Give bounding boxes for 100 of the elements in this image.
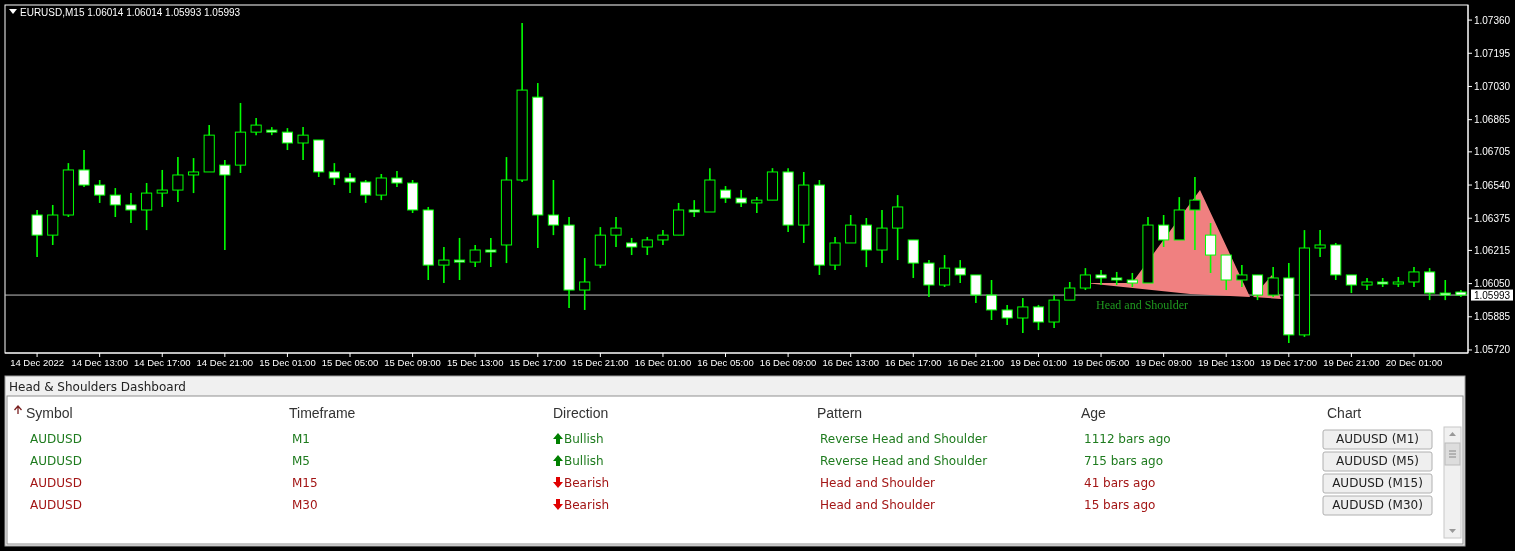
annotation: Head and Shoulder — [1096, 298, 1188, 312]
candlestick — [1079, 267, 1091, 291]
text: Head and Shoulder — [820, 476, 936, 490]
y-tick-label: 1.06705 — [1473, 146, 1511, 158]
candlestick — [939, 254, 951, 288]
x-tick-label: 16 Dec 21:00 — [947, 357, 1005, 369]
x-tick-label: 16 Dec 09:00 — [759, 357, 817, 369]
candlestick — [78, 149, 90, 188]
text: Bullish — [564, 432, 604, 446]
candlestick — [970, 274, 982, 304]
candlestick — [985, 279, 998, 321]
text: 715 bars ago — [1084, 454, 1164, 468]
x-tick-label: 19 Dec 13:00 — [1197, 357, 1255, 369]
y-tick-label: 1.05885 — [1473, 311, 1511, 323]
x-tick-label: 20 Dec 01:00 — [1385, 357, 1443, 369]
text: Bearish — [564, 476, 610, 490]
y-tick-label: 1.07195 — [1473, 47, 1511, 59]
candlestick — [579, 257, 591, 311]
candlestick — [1001, 304, 1013, 326]
category-label: Pattern — [817, 405, 863, 421]
candlestick — [1064, 281, 1076, 301]
x-tick-label: 16 Dec 13:00 — [822, 357, 879, 369]
text: Head and Shoulder — [820, 498, 936, 512]
candlestick — [94, 179, 106, 204]
text: AUDUSD (M1) — [1335, 432, 1420, 446]
text: 41 bars ago — [1084, 476, 1156, 490]
candlestick — [281, 127, 294, 151]
x-tick-label: 16 Dec 05:00 — [697, 357, 754, 369]
candlestick — [187, 157, 200, 194]
candlestick — [1032, 304, 1045, 331]
text: AUDUSD — [30, 498, 82, 512]
candlestick — [125, 192, 137, 224]
x-tick-label: 15 Dec 09:00 — [384, 357, 441, 369]
ref-line-label: 1.05993 — [1473, 289, 1511, 301]
x-tick-label: 19 Dec 17:00 — [1260, 357, 1318, 369]
x-tick-label: 15 Dec 21:00 — [572, 357, 629, 369]
candlestick — [641, 236, 653, 256]
x-tick-label: 16 Dec 01:00 — [634, 357, 692, 369]
x-tick-label: 19 Dec 21:00 — [1323, 357, 1380, 369]
y-tick-label: 1.07360 — [1473, 14, 1511, 26]
y-tick-label: 1.06865 — [1473, 114, 1511, 126]
category-label: Direction — [553, 405, 609, 421]
candlestick — [485, 237, 497, 268]
x-tick-label: 14 Dec 13:00 — [71, 357, 128, 369]
candlestick — [1017, 297, 1029, 334]
candlestick — [438, 246, 450, 284]
category-label: Symbol — [26, 405, 73, 421]
x-tick-label: 14 Dec 17:00 — [134, 357, 191, 369]
candlestick — [172, 156, 184, 203]
category-label: Timeframe — [289, 405, 356, 421]
candlestick — [1345, 274, 1357, 294]
chart-title: EURUSD,M15 1.06014 1.06014 1.05993 1.05993 — [20, 7, 241, 18]
x-tick-label: 19 Dec 05:00 — [1072, 357, 1130, 369]
candlestick — [297, 126, 309, 161]
text: 15 bars ago — [1084, 498, 1156, 512]
candlestick — [328, 162, 340, 186]
text: M5 — [292, 454, 310, 468]
y-tick-label: 1.06540 — [1473, 179, 1511, 191]
y-tick-label: 1.06050 — [1473, 278, 1511, 290]
candlestick — [360, 179, 372, 204]
x-tick-label: 19 Dec 01:00 — [1010, 357, 1067, 369]
text: M1 — [292, 432, 310, 446]
y-tick-label: 1.05720 — [1473, 344, 1511, 356]
candlestick — [156, 169, 168, 208]
text: AUDUSD — [30, 454, 82, 468]
text: 1112 bars ago — [1084, 432, 1171, 446]
text: M15 — [292, 476, 318, 490]
x-tick-label: 15 Dec 05:00 — [321, 357, 379, 369]
candlestick — [923, 259, 935, 298]
candlestick — [610, 216, 622, 248]
candlestick — [954, 259, 966, 284]
text: AUDUSD — [30, 432, 82, 446]
y-tick-label: 1.06215 — [1473, 244, 1511, 256]
text: Bullish — [564, 454, 604, 468]
candlestick — [547, 179, 559, 236]
text: AUDUSD (M5) — [1335, 454, 1420, 468]
candlestick — [1048, 294, 1060, 329]
x-tick-label: 19 Dec 09:00 — [1135, 357, 1192, 369]
candlestick — [109, 187, 121, 218]
y-tick-label: 1.06375 — [1473, 212, 1511, 224]
candlestick — [1189, 176, 1201, 251]
candlestick — [1408, 266, 1420, 288]
text: Reverse Head and Shoulder — [820, 454, 988, 468]
candlestick — [1236, 264, 1248, 288]
candlestick — [876, 209, 888, 264]
candlestick — [1267, 266, 1279, 298]
text: AUDUSD — [30, 476, 82, 490]
candlestick — [375, 173, 387, 201]
candlestick — [141, 182, 153, 231]
category-label: Age — [1081, 405, 1107, 421]
text: AUDUSD (M15) — [1332, 476, 1423, 490]
candlestick — [219, 159, 231, 251]
candlestick — [1439, 279, 1451, 301]
x-tick-label: 15 Dec 13:00 — [446, 357, 504, 369]
text: M30 — [292, 498, 318, 512]
candlestick — [453, 237, 466, 281]
category-label: Chart — [1327, 405, 1362, 421]
x-tick-label: 14 Dec 21:00 — [196, 357, 254, 369]
candlestick — [31, 209, 43, 258]
x-tick-label: 16 Dec 17:00 — [885, 357, 942, 369]
